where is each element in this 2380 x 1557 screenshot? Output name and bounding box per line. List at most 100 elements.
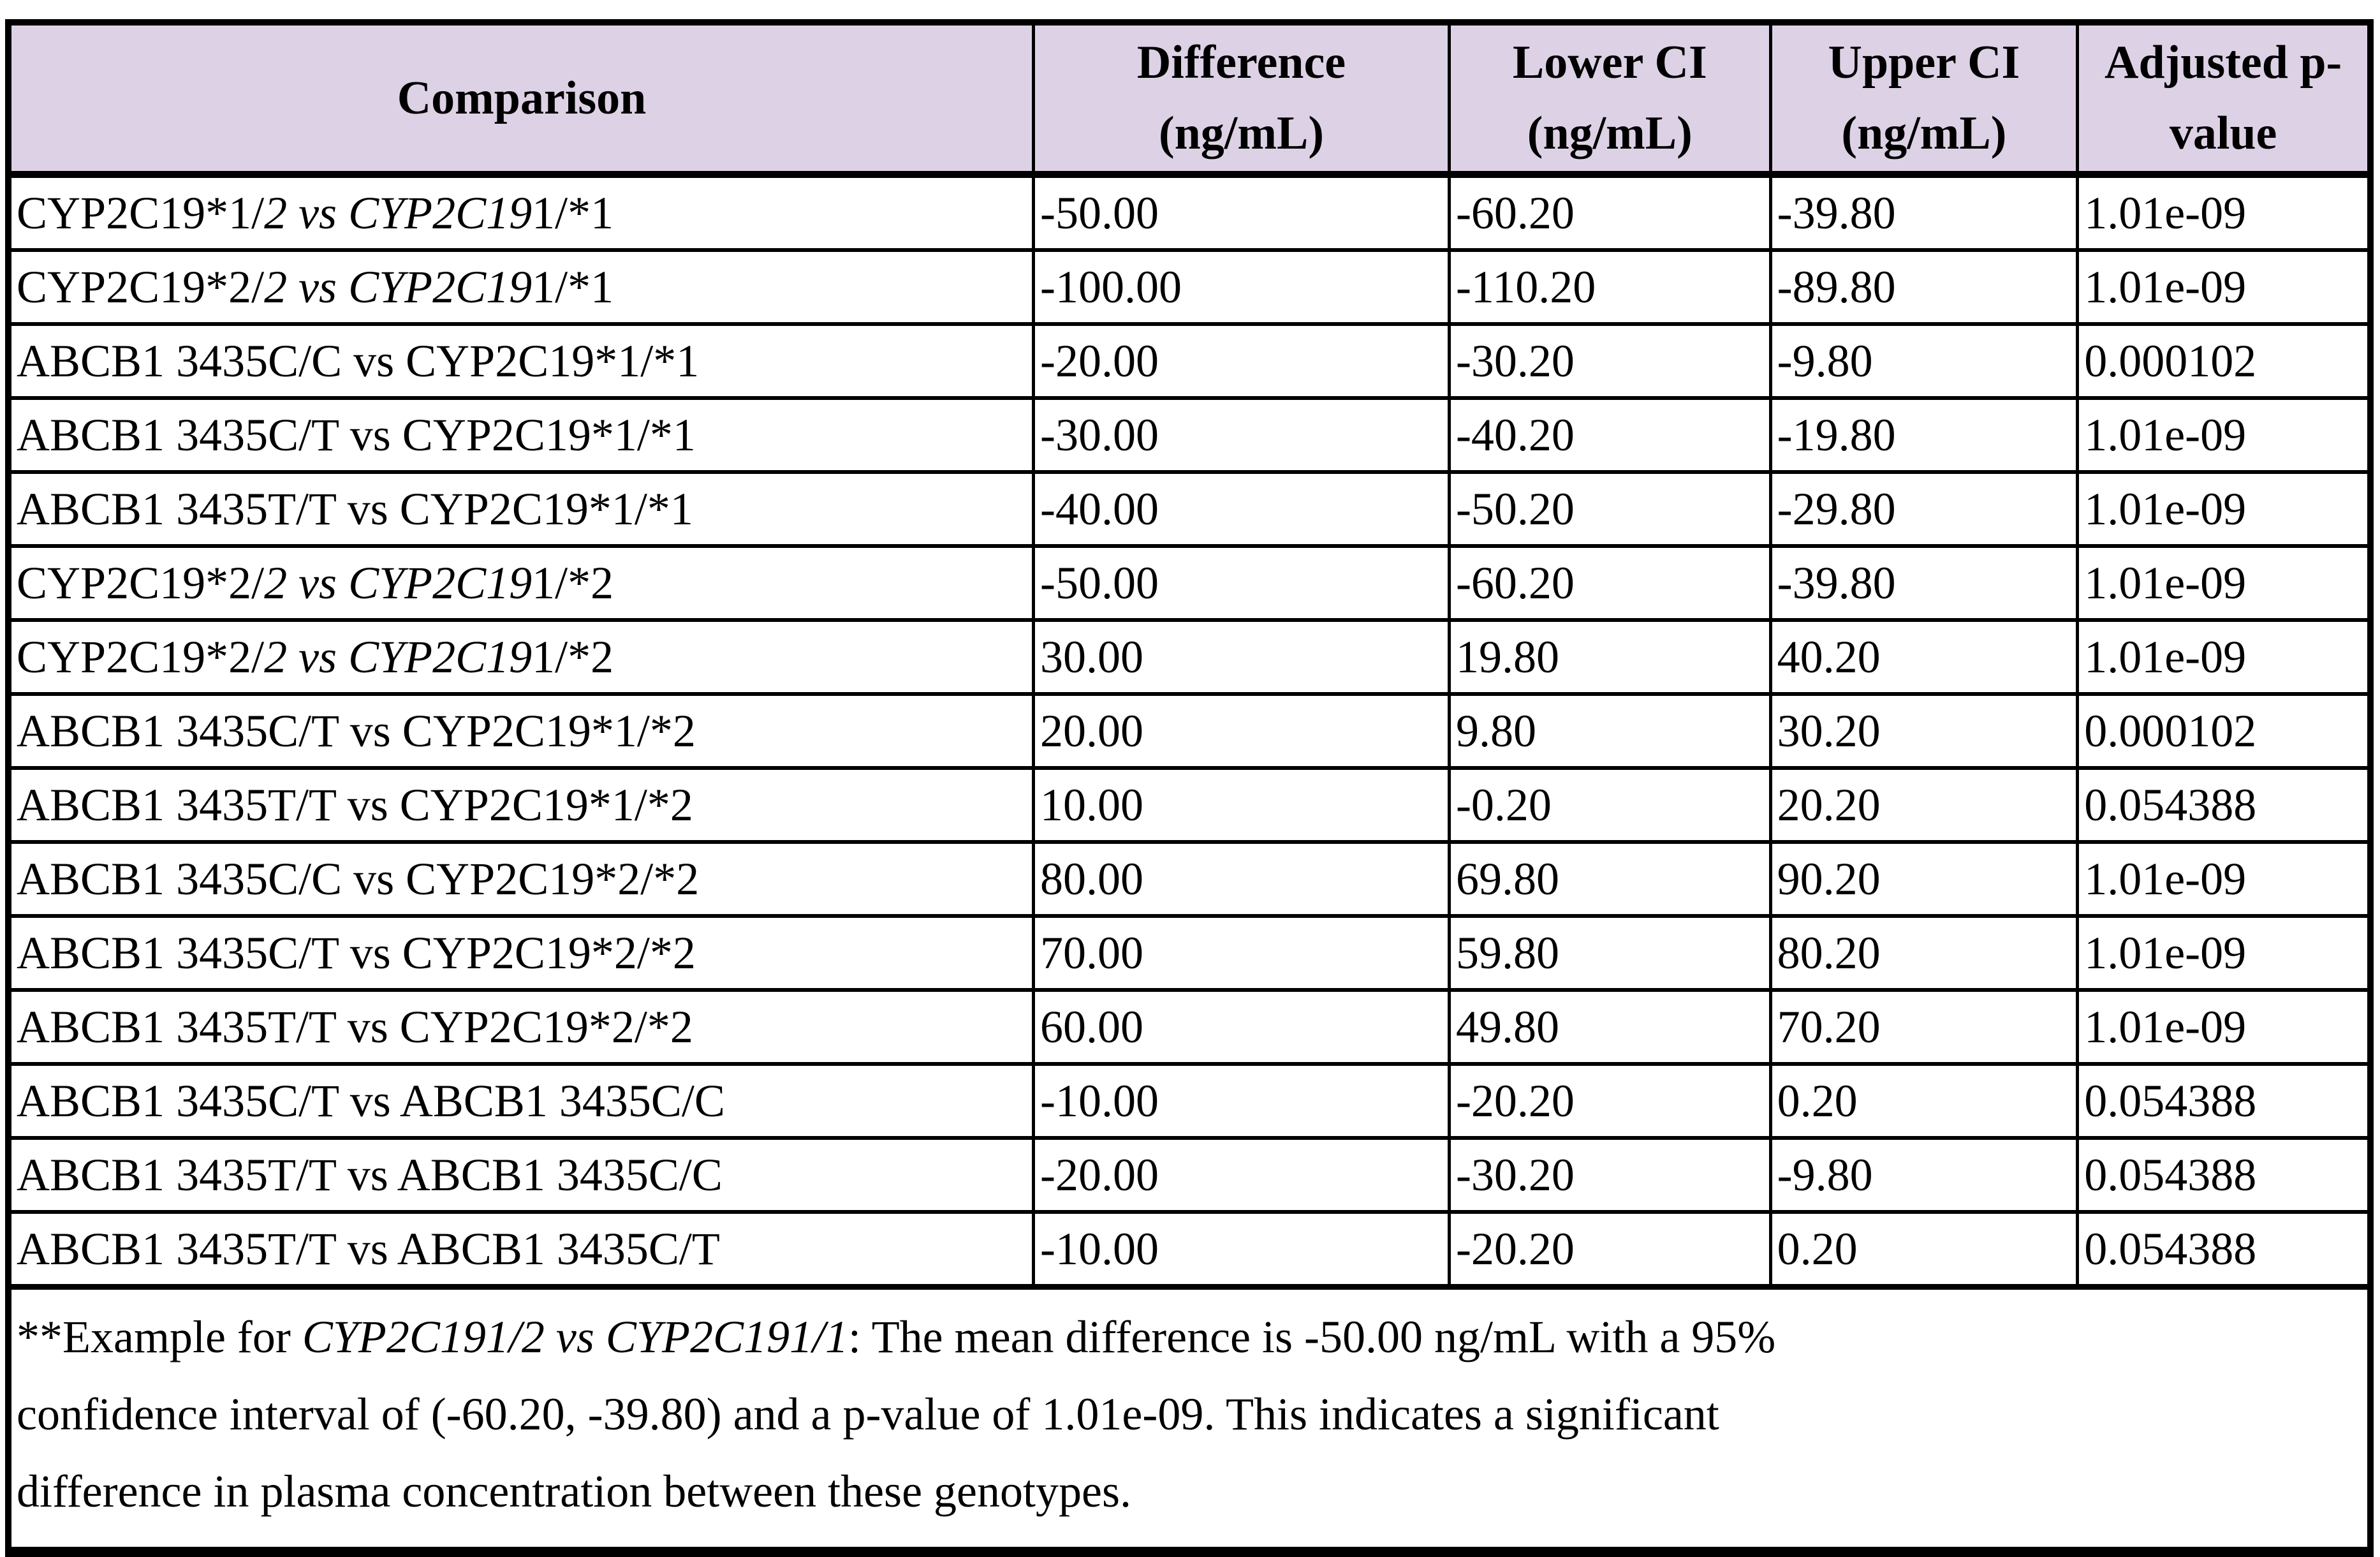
column-header-1: Difference (ng/mL) bbox=[1032, 22, 1450, 178]
comparison-text-italic: 2 vs CYP2C19 bbox=[264, 187, 533, 239]
table-row: ABCB1 3435C/T vs CYP2C19*1/*1 -30.00 -40.2… bbox=[8, 396, 2370, 472]
genotype-comparison-table: Comparison Difference (ng/mL) Lower CI (ng/m… bbox=[5, 19, 2374, 1557]
p-value-cell: 1.01e-09 bbox=[2076, 396, 2370, 472]
comparison-cell: ABCB1 3435T/T vs CYP2C19*1/*1 bbox=[8, 470, 1034, 546]
table-row: ABCB1 3435C/C vs CYP2C19*1/*1 -20.00 -30.2… bbox=[8, 322, 2370, 398]
upper-ci-cell: -9.80 bbox=[1768, 322, 2078, 398]
p-value-cell: 0.000102 bbox=[2076, 322, 2370, 398]
footnote-row: **Example for CYP2C191/2 vs CYP2C191/1: … bbox=[8, 1283, 2370, 1552]
lower-ci-cell: -30.20 bbox=[1447, 1136, 1771, 1212]
table-row: CYP2C19*2/2 vs CYP2C191/*2 30.00 19.80 40.2… bbox=[8, 618, 2370, 694]
upper-ci-cell: 0.20 bbox=[1768, 1062, 2078, 1138]
comparison-cell: ABCB1 3435T/T vs ABCB1 3435C/C bbox=[8, 1136, 1034, 1212]
comparison-cell: ABCB1 3435C/T vs ABCB1 3435C/C bbox=[8, 1062, 1034, 1138]
lower-ci-cell: 19.80 bbox=[1447, 618, 1771, 694]
p-value-cell: 1.01e-09 bbox=[2076, 988, 2370, 1064]
lower-ci-cell: -110.20 bbox=[1447, 248, 1771, 324]
difference-cell: -10.00 bbox=[1032, 1210, 1450, 1287]
comparison-cell: ABCB1 3435C/T vs CYP2C19*2/*2 bbox=[8, 914, 1034, 990]
column-header-line: Comparison bbox=[397, 71, 647, 124]
comparison-text: 1/*2 bbox=[532, 631, 614, 683]
lower-ci-cell: -60.20 bbox=[1447, 174, 1771, 250]
comparison-cell: CYP2C19*2/2 vs CYP2C191/*1 bbox=[8, 248, 1034, 324]
footnote-text: **Example for CYP2C191/2 vs CYP2C191/1: … bbox=[8, 1283, 2370, 1552]
difference-cell: 10.00 bbox=[1032, 766, 1450, 842]
difference-cell: -100.00 bbox=[1032, 248, 1450, 324]
column-header-line: Lower CI bbox=[1512, 36, 1707, 89]
table-header: Comparison Difference (ng/mL) Lower CI (ng/m… bbox=[8, 22, 2370, 178]
comparison-text: 1/*1 bbox=[532, 261, 614, 313]
comparison-text: ABCB1 3435C/C vs CYP2C19*2/*2 bbox=[17, 853, 700, 904]
table-row: ABCB1 3435T/T vs CYP2C19*1/*1 -40.00 -50.2… bbox=[8, 470, 2370, 546]
table-row: CYP2C19*2/2 vs CYP2C191/*1 -100.00 -110.20… bbox=[8, 248, 2370, 324]
comparison-text: ABCB1 3435C/T vs CYP2C19*1/*2 bbox=[17, 705, 696, 756]
upper-ci-cell: -29.80 bbox=[1768, 470, 2078, 546]
page: Comparison Difference (ng/mL) Lower CI (ng/m… bbox=[5, 19, 2374, 1557]
p-value-cell: 0.054388 bbox=[2076, 1136, 2370, 1212]
table-row: CYP2C19*2/2 vs CYP2C191/*2 -50.00 -60.20 -3… bbox=[8, 544, 2370, 620]
comparison-text: CYP2C19*1/ bbox=[17, 187, 265, 239]
comparison-text: confidence interval of (-60.20, -39.80) … bbox=[17, 1388, 1719, 1440]
table-row: ABCB1 3435T/T vs ABCB1 3435C/C -20.00 -30.… bbox=[8, 1136, 2370, 1212]
comparison-text: CYP2C19*2/ bbox=[17, 261, 265, 313]
difference-cell: -50.00 bbox=[1032, 544, 1450, 620]
comparison-text-italic: 2 vs CYP2C19 bbox=[264, 631, 533, 683]
difference-cell: -20.00 bbox=[1032, 322, 1450, 398]
comparison-text-italic: CYP2C191/2 vs CYP2C191/1 bbox=[302, 1311, 848, 1362]
header-row: Comparison Difference (ng/mL) Lower CI (ng/m… bbox=[8, 22, 2370, 178]
footnote-line: confidence interval of (-60.20, -39.80) … bbox=[17, 1376, 2354, 1453]
comparison-text: ABCB1 3435T/T vs ABCB1 3435C/C bbox=[17, 1149, 723, 1200]
lower-ci-cell: -60.20 bbox=[1447, 544, 1771, 620]
column-header-line: value bbox=[2169, 107, 2277, 159]
comparison-cell: CYP2C19*1/2 vs CYP2C191/*1 bbox=[8, 174, 1034, 250]
comparison-text: ABCB1 3435C/T vs CYP2C19*2/*2 bbox=[17, 927, 696, 978]
table-row: ABCB1 3435T/T vs CYP2C19*1/*2 10.00 -0.20 2… bbox=[8, 766, 2370, 842]
upper-ci-cell: 90.20 bbox=[1768, 840, 2078, 916]
table-row: ABCB1 3435T/T vs CYP2C19*2/*2 60.00 49.80 7… bbox=[8, 988, 2370, 1064]
comparison-text-italic: 2 vs CYP2C19 bbox=[264, 557, 533, 609]
difference-cell: 80.00 bbox=[1032, 840, 1450, 916]
comparison-cell: ABCB1 3435C/T vs CYP2C19*1/*1 bbox=[8, 396, 1034, 472]
difference-cell: -30.00 bbox=[1032, 396, 1450, 472]
lower-ci-cell: -30.20 bbox=[1447, 322, 1771, 398]
footnote-line: **Example for CYP2C191/2 vs CYP2C191/1: … bbox=[17, 1299, 2354, 1376]
table-row: ABCB1 3435T/T vs ABCB1 3435C/T -10.00 -20.… bbox=[8, 1210, 2370, 1287]
comparison-text: ABCB1 3435C/T vs ABCB1 3435C/C bbox=[17, 1075, 725, 1126]
lower-ci-cell: 49.80 bbox=[1447, 988, 1771, 1064]
comparison-cell: ABCB1 3435C/C vs CYP2C19*2/*2 bbox=[8, 840, 1034, 916]
p-value-cell: 1.01e-09 bbox=[2076, 544, 2370, 620]
difference-cell: 30.00 bbox=[1032, 618, 1450, 694]
comparison-text: **Example for bbox=[17, 1311, 302, 1362]
upper-ci-cell: -39.80 bbox=[1768, 174, 2078, 250]
p-value-cell: 1.01e-09 bbox=[2076, 840, 2370, 916]
upper-ci-cell: 80.20 bbox=[1768, 914, 2078, 990]
upper-ci-cell: 20.20 bbox=[1768, 766, 2078, 842]
table-row: ABCB1 3435C/T vs CYP2C19*1/*2 20.00 9.80 30… bbox=[8, 692, 2370, 768]
comparison-cell: ABCB1 3435C/T vs CYP2C19*1/*2 bbox=[8, 692, 1034, 768]
lower-ci-cell: 59.80 bbox=[1447, 914, 1771, 990]
comparison-text: 1/*2 bbox=[532, 557, 614, 609]
table-body: CYP2C19*1/2 vs CYP2C191/*1 -50.00 -60.20 -3… bbox=[8, 174, 2370, 1287]
column-header-line: (ng/mL) bbox=[1158, 107, 1324, 159]
footnote-line: difference in plasma concentration betwe… bbox=[17, 1453, 2354, 1530]
lower-ci-cell: -20.20 bbox=[1447, 1210, 1771, 1287]
p-value-cell: 1.01e-09 bbox=[2076, 248, 2370, 324]
column-header-3: Upper CI (ng/mL) bbox=[1768, 22, 2078, 178]
comparison-text: ABCB1 3435T/T vs CYP2C19*2/*2 bbox=[17, 1001, 693, 1052]
comparison-text: ABCB1 3435T/T vs ABCB1 3435C/T bbox=[17, 1223, 720, 1274]
p-value-cell: 0.054388 bbox=[2076, 766, 2370, 842]
p-value-cell: 1.01e-09 bbox=[2076, 618, 2370, 694]
comparison-text: 1/*1 bbox=[532, 187, 614, 239]
comparison-text: ABCB1 3435T/T vs CYP2C19*1/*1 bbox=[17, 483, 693, 535]
difference-cell: 70.00 bbox=[1032, 914, 1450, 990]
difference-cell: 20.00 bbox=[1032, 692, 1450, 768]
comparison-cell: ABCB1 3435T/T vs ABCB1 3435C/T bbox=[8, 1210, 1034, 1287]
comparison-text: CYP2C19*2/ bbox=[17, 557, 265, 609]
table-row: ABCB1 3435C/C vs CYP2C19*2/*2 80.00 69.80 9… bbox=[8, 840, 2370, 916]
comparison-cell: ABCB1 3435T/T vs CYP2C19*1/*2 bbox=[8, 766, 1034, 842]
column-header-2: Lower CI (ng/mL) bbox=[1447, 22, 1771, 178]
column-header-0: Comparison bbox=[8, 22, 1034, 178]
p-value-cell: 1.01e-09 bbox=[2076, 470, 2370, 546]
comparison-text: CYP2C19*2/ bbox=[17, 631, 265, 683]
lower-ci-cell: 9.80 bbox=[1447, 692, 1771, 768]
